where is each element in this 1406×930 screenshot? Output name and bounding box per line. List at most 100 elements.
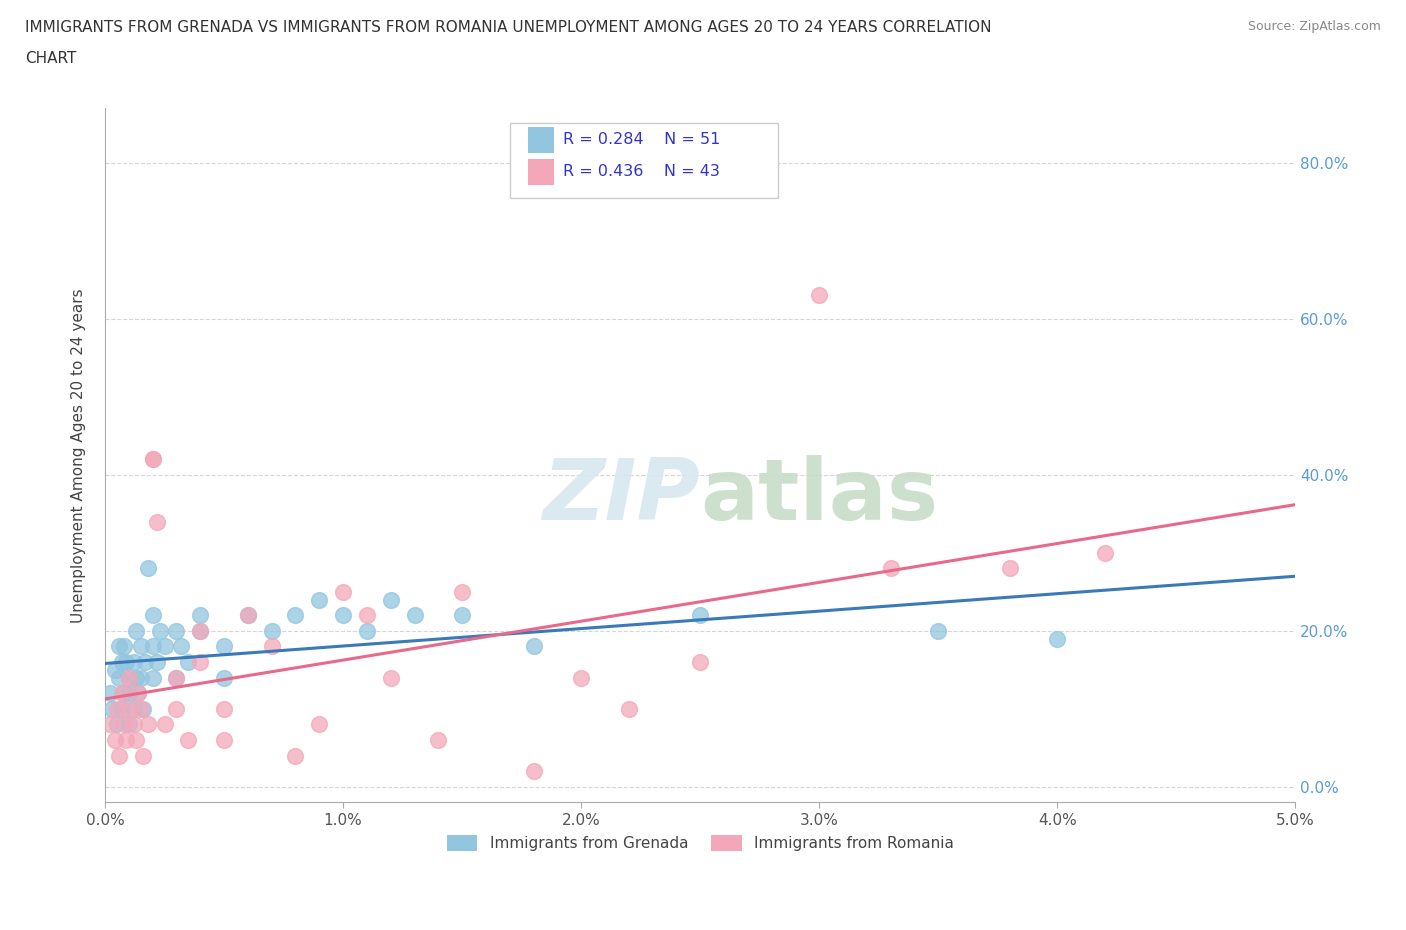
Point <box>332 584 354 599</box>
Point <box>689 655 711 670</box>
Point <box>127 685 149 700</box>
Point <box>118 717 141 732</box>
Point <box>427 733 450 748</box>
Point <box>132 701 155 716</box>
Bar <box>527 126 554 153</box>
Point <box>142 671 165 685</box>
Point <box>98 685 121 700</box>
Point <box>101 701 124 716</box>
Point <box>132 748 155 763</box>
Point <box>111 655 134 670</box>
Point <box>149 623 172 638</box>
Bar <box>527 159 554 185</box>
Point <box>165 701 187 716</box>
Point <box>115 655 138 670</box>
Point <box>308 717 330 732</box>
Point <box>1046 631 1069 646</box>
Text: R = 0.436    N = 43: R = 0.436 N = 43 <box>564 165 720 179</box>
Point <box>142 452 165 467</box>
Point <box>617 701 640 716</box>
Point <box>129 701 152 716</box>
Point <box>260 623 283 638</box>
Text: atlas: atlas <box>700 456 938 538</box>
Point <box>125 623 148 638</box>
Point <box>111 685 134 700</box>
Point <box>1094 545 1116 560</box>
Point <box>165 671 187 685</box>
Point <box>284 748 307 763</box>
Point <box>115 733 138 748</box>
Text: CHART: CHART <box>25 51 77 66</box>
Legend: Immigrants from Grenada, Immigrants from Romania: Immigrants from Grenada, Immigrants from… <box>440 829 960 857</box>
Point <box>122 717 145 732</box>
Point <box>188 623 211 638</box>
Point <box>451 607 474 622</box>
Point <box>522 764 544 778</box>
Point <box>142 607 165 622</box>
Point <box>153 639 176 654</box>
Point <box>165 671 187 685</box>
Point <box>134 655 156 670</box>
Text: R = 0.284    N = 51: R = 0.284 N = 51 <box>564 132 721 148</box>
Point <box>332 607 354 622</box>
Point <box>188 623 211 638</box>
Point <box>146 514 169 529</box>
Point <box>404 607 426 622</box>
Point <box>165 623 187 638</box>
Point <box>127 685 149 700</box>
Point <box>356 623 378 638</box>
Point <box>118 671 141 685</box>
Point <box>112 717 135 732</box>
Point <box>153 717 176 732</box>
Point <box>236 607 259 622</box>
Point <box>108 748 131 763</box>
Point <box>112 685 135 700</box>
Point <box>111 701 134 716</box>
Point <box>108 671 131 685</box>
Point <box>105 717 128 732</box>
Point <box>569 671 592 685</box>
Point <box>212 701 235 716</box>
Point <box>284 607 307 622</box>
Point <box>522 639 544 654</box>
Point <box>356 607 378 622</box>
Point <box>451 584 474 599</box>
Point <box>118 671 141 685</box>
Point <box>998 561 1021 576</box>
Point <box>105 701 128 716</box>
Point <box>380 671 402 685</box>
Point <box>98 717 121 732</box>
FancyBboxPatch shape <box>510 124 778 198</box>
Point <box>103 733 125 748</box>
Text: IMMIGRANTS FROM GRENADA VS IMMIGRANTS FROM ROMANIA UNEMPLOYMENT AMONG AGES 20 TO: IMMIGRANTS FROM GRENADA VS IMMIGRANTS FR… <box>25 20 991 35</box>
Point <box>125 733 148 748</box>
Point <box>879 561 901 576</box>
Point <box>212 639 235 654</box>
Point <box>212 733 235 748</box>
Point <box>103 662 125 677</box>
Point <box>260 639 283 654</box>
Point <box>118 685 141 700</box>
Point <box>118 701 141 716</box>
Point <box>308 592 330 607</box>
Point <box>136 561 159 576</box>
Text: Source: ZipAtlas.com: Source: ZipAtlas.com <box>1247 20 1381 33</box>
Point <box>808 287 831 302</box>
Point <box>125 671 148 685</box>
Point <box>927 623 949 638</box>
Point <box>136 717 159 732</box>
Point <box>236 607 259 622</box>
Point <box>177 655 200 670</box>
Point <box>142 452 165 467</box>
Point <box>689 607 711 622</box>
Point <box>212 671 235 685</box>
Point <box>142 639 165 654</box>
Point <box>129 671 152 685</box>
Point <box>170 639 193 654</box>
Point <box>129 639 152 654</box>
Point <box>108 639 131 654</box>
Point <box>146 655 169 670</box>
Text: ZIP: ZIP <box>543 456 700 538</box>
Point <box>188 655 211 670</box>
Point <box>112 639 135 654</box>
